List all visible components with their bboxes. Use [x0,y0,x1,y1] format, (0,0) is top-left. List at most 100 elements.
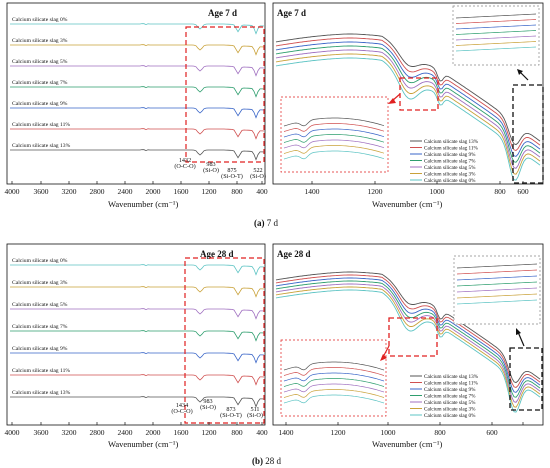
inset-black-lines-a [455,13,537,52]
spectrum-line-6 [10,149,265,161]
x-tick-label-0: 1400 [305,187,320,196]
plot-a-left-frame [6,2,266,185]
inset-line-1 [455,19,537,24]
detail-line-0 [275,271,541,384]
detail-line-6 [275,57,541,181]
inset-line-1 [283,123,385,132]
peak-annotations-b-left: 1434(O-C-O)983(Si-O) 873(Si-O-T)511(Si-O) [171,398,263,419]
x-tick-label-7: 1200 [202,428,217,437]
inset-line-2 [283,372,385,382]
panel-b: Age 28 d Calcium silicate slag 0%Calcium… [5,243,544,466]
peak-wavenumber-1: 983 [203,398,212,405]
inset-line-4 [283,383,385,393]
peak-wavenumber-2: 873 [226,406,235,413]
inset-line-5 [283,145,385,154]
spectrum-line-6 [10,396,265,408]
zoom-box-black-b [509,347,543,411]
plot-b-right-frame [272,243,544,426]
x-tick-label-2: 3200 [62,428,77,437]
x-tick-label-6: 1600 [174,187,189,196]
inset-line-5 [456,293,538,299]
series-label-0: Calcium silicate slag 0% [12,258,68,264]
series-label-1: Calcium silicate slag 3% [12,280,68,286]
spectrum-line-1 [10,286,265,298]
peak-group-2: (Si-O-T) [221,173,243,180]
x-tick-label-4: 600 [517,187,529,196]
age-label-a-left: Age 7 d [208,8,237,18]
spectrum-line-2 [10,308,265,320]
series-labels-a-left: Calcium silicate slag 0% Calcium silicate… [12,17,71,149]
inset-line-5 [455,41,537,46]
inset-line-0 [283,117,385,127]
x-ticks-b-right: 1400 1200 1000 800 600 [279,422,524,437]
x-tick-label-0: 1400 [279,428,294,437]
peak-group-3: (Si-O) [247,412,263,419]
legend-entry-3: Calcium silicate slag 7% [424,394,476,400]
series-label-6: Calcium silicate slag 13% [12,390,71,396]
series-lines-b-right [275,271,541,413]
detail-line-1 [275,37,541,152]
plot-b-left-frame [6,243,266,426]
inset-line-3 [283,134,385,143]
plot-a-right-frame [272,2,544,185]
series-label-3: Calcium silicate slag 7% [12,324,68,330]
inset-line-1 [456,269,538,275]
caption-b-text: 28 d [263,456,282,466]
inset-line-0 [455,13,537,19]
peak-group-1: (Si-O) [203,167,219,174]
panel-a: Age 7 d Calcium silicate slag 0%Calcium … [5,2,544,228]
inset-line-0 [283,361,385,371]
inset-black-lines-b [456,263,538,305]
inset-line-4 [455,35,537,41]
x-tick-label-0: 4000 [5,428,20,437]
spectrum-line-3 [10,330,265,342]
x-tick-label-3: 800 [494,187,506,196]
x-ticks-a-right: 1400 1200 1000 800 600 [305,181,529,196]
series-label-4: Calcium silicate slag 9% [12,101,68,107]
x-tick-label-6: 1600 [174,428,189,437]
arrow-red-head-a [388,98,396,104]
legend-entry-1: Calcium silicate slag 11% [424,146,479,152]
inset-line-4 [456,287,538,293]
x-tick-label-9: 400 [256,187,268,196]
x-tick-label-3: 2800 [90,428,105,437]
detail-line-4 [275,283,541,403]
age-label-a-right: Age 7 d [277,8,306,18]
series-lines-a-right [275,33,541,181]
spectrum-line-5 [10,374,265,386]
arrow-black-head-b [516,328,521,335]
x-tick-label-8: 800 [231,428,243,437]
x-axis-label-a-right: Wavenumber (cm⁻¹) [372,199,442,209]
inset-line-6 [283,150,385,160]
zoom-box-red-b [388,317,438,357]
peak-wavenumber-2: 875 [227,167,236,174]
series-labels-b-left: Calcium silicate slag 0% Calcium silicate… [12,258,71,396]
highlight-box-a-left [185,26,265,163]
arrow-red-head-b [380,354,387,361]
legend-entry-2: Calcium silicate slag 9% [424,152,476,158]
caption-a-text: 7 d [265,218,279,228]
series-label-2: Calcium silicate slag 5% [12,302,68,308]
x-tick-label-1: 1200 [368,187,383,196]
detail-line-3 [275,45,541,163]
spectrum-line-0 [10,23,265,35]
legend-entry-5: Calcium silicate slag 3% [424,172,476,178]
x-axis-label-b-left: Wavenumber (cm⁻¹) [108,439,178,449]
inset-line-2 [283,128,385,138]
peak-group-2: (Si-O-T) [220,412,242,419]
zoom-box-black-a [512,84,544,184]
age-label-b-right: Age 28 d [277,249,311,259]
x-ticks-b-left: 4000 3600 3200 2800 2400 2000 1600 1200 800 400 [5,422,268,437]
legend-entry-3: Calcium silicate slag 7% [424,159,476,165]
series-lines-a-left [10,23,265,161]
caption-a-letter: (a) [254,218,265,228]
legend-entry-4: Calcium silicate slag 5% [424,400,476,406]
legend-entry-6: Calcium silicate slag 0% [424,178,476,184]
x-tick-label-7: 1200 [202,187,217,196]
detail-line-4 [275,49,541,169]
detail-line-5 [275,53,541,175]
x-tick-label-1: 3600 [34,187,49,196]
legend-entry-5: Calcium silicate slag 3% [424,407,476,413]
peak-wavenumber-0: 1432 [179,157,191,164]
